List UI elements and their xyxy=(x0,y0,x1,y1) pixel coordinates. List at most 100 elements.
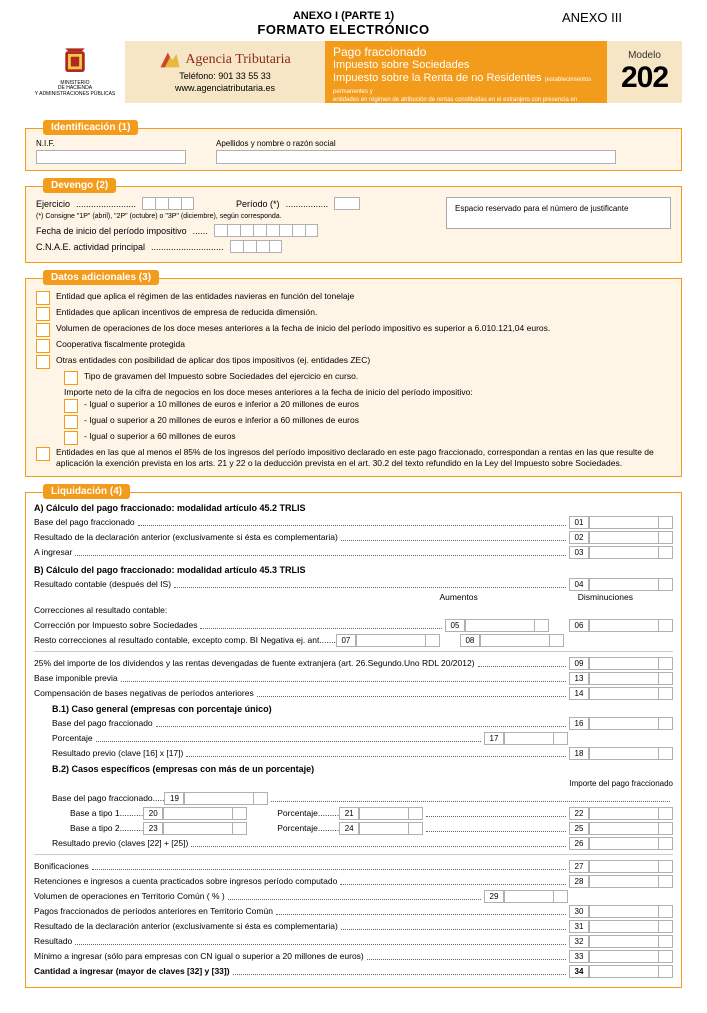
cnae-input[interactable] xyxy=(230,240,282,253)
val-18[interactable] xyxy=(589,747,659,760)
dec-26[interactable] xyxy=(659,837,673,850)
dec-18[interactable] xyxy=(659,747,673,760)
dec-22[interactable] xyxy=(659,807,673,820)
nif-input[interactable] xyxy=(36,150,186,164)
val-16[interactable] xyxy=(589,717,659,730)
val-05[interactable] xyxy=(465,619,535,632)
a-r3: A ingresar xyxy=(34,547,72,557)
val-33[interactable] xyxy=(589,950,659,963)
chk-reducida[interactable] xyxy=(36,307,50,321)
dec-34[interactable] xyxy=(659,965,673,978)
chk-navieras[interactable] xyxy=(36,291,50,305)
a-r2: Resultado de la declaración anterior (ex… xyxy=(34,532,338,542)
chk-tipo-gravamen[interactable] xyxy=(64,371,78,385)
dec-29[interactable] xyxy=(554,890,568,903)
dec-14[interactable] xyxy=(659,687,673,700)
val-30[interactable] xyxy=(589,905,659,918)
chk-85pct[interactable] xyxy=(36,447,50,461)
dec-33[interactable] xyxy=(659,950,673,963)
chk-zec[interactable] xyxy=(36,355,50,369)
box-19: 19 xyxy=(164,792,184,805)
val-32[interactable] xyxy=(589,935,659,948)
val-19[interactable] xyxy=(184,792,254,805)
box-02: 02 xyxy=(569,531,589,544)
val-26[interactable] xyxy=(589,837,659,850)
val-20[interactable] xyxy=(163,807,233,820)
chk-volumen[interactable] xyxy=(36,323,50,337)
val-29[interactable] xyxy=(504,890,554,903)
dec-05[interactable] xyxy=(535,619,549,632)
ejercicio-label: Ejercicio xyxy=(36,199,70,209)
val-31[interactable] xyxy=(589,920,659,933)
sec4a-head: A) Cálculo del pago fraccionado: modalid… xyxy=(34,503,673,513)
dec-16[interactable] xyxy=(659,717,673,730)
justificante-label: Espacio reservado para el número de just… xyxy=(455,204,628,213)
name-input[interactable] xyxy=(216,150,616,164)
dec-23[interactable] xyxy=(233,822,247,835)
val-02[interactable] xyxy=(589,531,659,544)
val-03[interactable] xyxy=(589,546,659,559)
box-27: 27 xyxy=(569,860,589,873)
chk-60[interactable] xyxy=(64,431,78,445)
dec-17[interactable] xyxy=(554,732,568,745)
box-22: 22 xyxy=(569,807,589,820)
dec-32[interactable] xyxy=(659,935,673,948)
periodo-input[interactable] xyxy=(334,197,360,210)
chk-zec-label: Otras entidades con posibilidad de aplic… xyxy=(56,355,370,366)
chk-cooperativa[interactable] xyxy=(36,339,50,353)
dec-19[interactable] xyxy=(254,792,268,805)
dec-30[interactable] xyxy=(659,905,673,918)
val-06[interactable] xyxy=(589,619,659,632)
val-22[interactable] xyxy=(589,807,659,820)
dec-24[interactable] xyxy=(409,822,423,835)
title-anexo1: ANEXO I (PARTE 1) xyxy=(125,10,562,22)
box-23: 23 xyxy=(143,822,163,835)
val-04[interactable] xyxy=(589,578,659,591)
val-13[interactable] xyxy=(589,672,659,685)
val-14[interactable] xyxy=(589,687,659,700)
dec-28[interactable] xyxy=(659,875,673,888)
dec-07[interactable] xyxy=(426,634,440,647)
val-23[interactable] xyxy=(163,822,233,835)
dec-21[interactable] xyxy=(409,807,423,820)
dec-02[interactable] xyxy=(659,531,673,544)
val-07[interactable] xyxy=(356,634,426,647)
section4-box: A) Cálculo del pago fraccionado: modalid… xyxy=(25,492,682,988)
box-33: 33 xyxy=(569,950,589,963)
chk-20-60[interactable] xyxy=(64,415,78,429)
dec-04[interactable] xyxy=(659,578,673,591)
val-09[interactable] xyxy=(589,657,659,670)
agency-url: www.agenciatributaria.es xyxy=(175,83,275,93)
b-r4: Resto correcciones al resultado contable… xyxy=(34,635,322,645)
val-24[interactable] xyxy=(359,822,409,835)
dec-01[interactable] xyxy=(659,516,673,529)
tax-title-block: Pago fraccionado Impuesto sobre Sociedad… xyxy=(325,41,607,103)
dec-13[interactable] xyxy=(659,672,673,685)
box-05: 05 xyxy=(445,619,465,632)
val-17[interactable] xyxy=(504,732,554,745)
dec-06[interactable] xyxy=(659,619,673,632)
b2-r4: Resultado previo (claves [22] + [25]) xyxy=(52,838,188,848)
dec-31[interactable] xyxy=(659,920,673,933)
dec-09[interactable] xyxy=(659,657,673,670)
fecha-inicio-input[interactable] xyxy=(214,224,318,237)
dec-20[interactable] xyxy=(233,807,247,820)
val-01[interactable] xyxy=(589,516,659,529)
box-18: 18 xyxy=(569,747,589,760)
header-band: MINISTERIO DE HACIENDA Y ADMINISTRACIONE… xyxy=(25,41,682,103)
ejercicio-input[interactable] xyxy=(142,197,194,210)
dec-03[interactable] xyxy=(659,546,673,559)
chk-10-20[interactable] xyxy=(64,399,78,413)
dec-27[interactable] xyxy=(659,860,673,873)
b1-r3: Resultado previo (clave [16] x [17]) xyxy=(52,748,183,758)
val-34[interactable] xyxy=(589,965,659,978)
val-25[interactable] xyxy=(589,822,659,835)
val-28[interactable] xyxy=(589,875,659,888)
val-21[interactable] xyxy=(359,807,409,820)
val-27[interactable] xyxy=(589,860,659,873)
name-label: Apellidos y nombre o razón social xyxy=(216,139,616,148)
dec-08[interactable] xyxy=(550,634,564,647)
dec-25[interactable] xyxy=(659,822,673,835)
tax-line-imp2: Impuesto sobre la Renta de no Residentes… xyxy=(333,72,599,97)
val-08[interactable] xyxy=(480,634,550,647)
